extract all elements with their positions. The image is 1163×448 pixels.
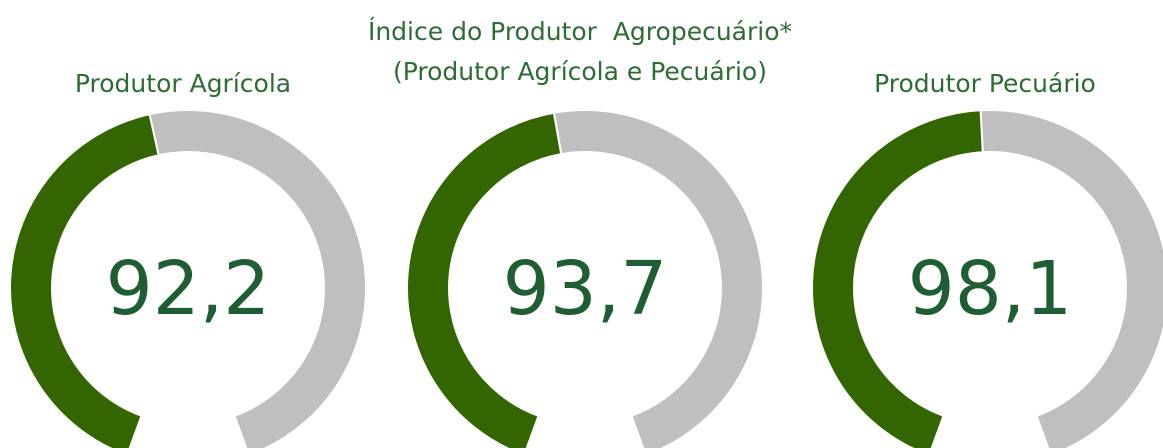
gauge-subtitle: (Produtor Agrícola e Pecuário) [393, 57, 767, 86]
gauge-title: Produtor Agrícola [75, 69, 291, 98]
gauge-track [979, 109, 1163, 448]
gauge-value: 93,7 [503, 246, 668, 332]
gauge-title: Produtor Pecuário [874, 69, 1096, 98]
gauge-bar [9, 113, 160, 448]
gauge-track [148, 109, 367, 448]
gauge-track [552, 109, 764, 448]
gauge-value: 92,2 [106, 246, 271, 332]
gauge-bar [406, 111, 563, 448]
gauge-title: Índice do Produtor Agropecuário* [368, 17, 792, 46]
gauge-bar [811, 109, 984, 448]
gauge-value: 98,1 [908, 246, 1073, 332]
